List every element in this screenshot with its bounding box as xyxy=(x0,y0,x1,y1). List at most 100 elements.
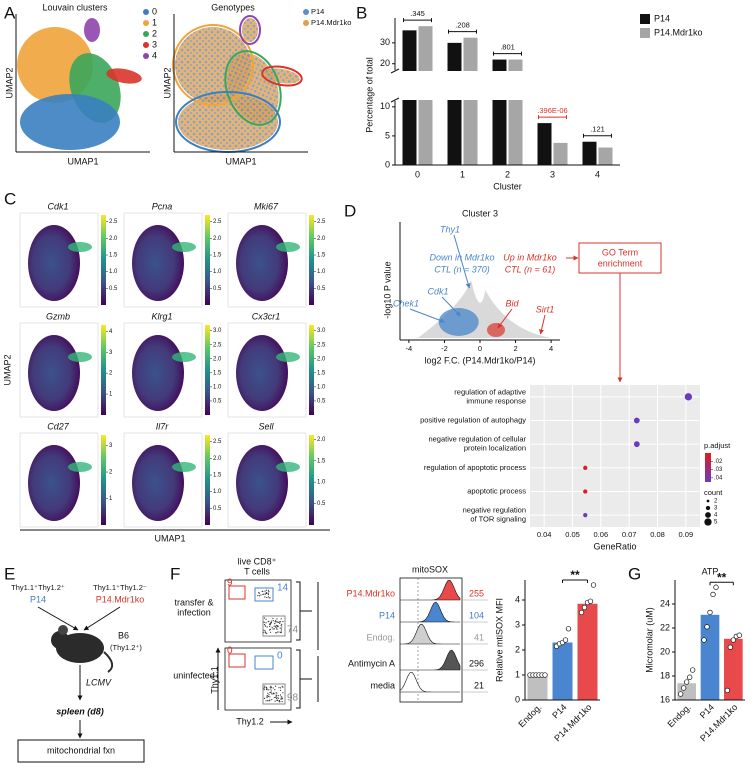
histogram-label: P14 xyxy=(379,610,395,620)
y-axis-label: UMAP2 xyxy=(2,354,12,385)
data-point xyxy=(587,598,594,604)
gene-title: Cx3cr1 xyxy=(252,311,281,321)
significance: ** xyxy=(717,570,727,584)
significance: ** xyxy=(570,568,580,582)
histogram-title: mitoSOX xyxy=(412,564,448,574)
colorbar-tick-label: .02 xyxy=(714,459,723,465)
colorbar-tick-label: 2.5 xyxy=(109,219,118,225)
x-axis-label: Cluster xyxy=(493,181,522,191)
colorbar-tick-label: 0.5 xyxy=(109,286,118,292)
event-dot xyxy=(272,620,274,622)
go-box xyxy=(578,242,662,274)
event-dot xyxy=(267,695,270,697)
colorbar-tick-label: 3 xyxy=(109,350,113,356)
colorbar-tick-label: 1.0 xyxy=(109,269,118,275)
event-dot xyxy=(280,698,282,700)
panel-label: D xyxy=(344,201,356,220)
event-dot xyxy=(282,692,284,694)
assay-label: mitochondrial fxn xyxy=(47,745,115,755)
histogram-label: Antimycin A xyxy=(348,658,395,668)
colorbar xyxy=(101,435,106,525)
event-dot xyxy=(266,626,268,628)
y-tick-label: 20 xyxy=(660,646,670,656)
gene-title: Cdk1 xyxy=(47,201,68,211)
x-tick-label: 3 xyxy=(550,169,555,179)
x-axis-label: UMAP1 xyxy=(154,533,185,543)
p-value: .396E-06 xyxy=(537,106,567,115)
dot xyxy=(583,465,588,470)
event-dot xyxy=(263,629,265,631)
x-axis-label: log2 F.C. (P14.Mdr1ko/P14) xyxy=(424,355,535,365)
x-tick-label: 0 xyxy=(478,344,482,353)
plot-frame xyxy=(19,432,99,528)
event-dot xyxy=(278,621,280,623)
legend-label: P14 xyxy=(311,7,324,16)
x-tick-label: 0.06 xyxy=(594,530,609,539)
event-dot xyxy=(263,697,266,699)
y-tick-label: 10 xyxy=(380,101,390,111)
y-axis-label: Thy1.1 xyxy=(209,666,219,694)
y-tick-label: 30 xyxy=(380,37,390,47)
event-dot xyxy=(274,621,276,623)
dot xyxy=(583,489,588,494)
size-legend-label: 2 xyxy=(714,499,718,505)
legend-label: P14.Mdr1ko xyxy=(311,18,351,27)
event-dot xyxy=(270,621,272,624)
condition-label: transfer & xyxy=(174,597,213,607)
bar xyxy=(700,614,720,700)
colorbar-tick-label: 4 xyxy=(109,329,113,335)
event-dot xyxy=(276,699,278,701)
data-point xyxy=(542,672,548,678)
y-axis-label: Relative mtiSOX MFI xyxy=(494,598,504,682)
legend-label: 0 xyxy=(152,6,157,16)
cell-cloud xyxy=(20,94,120,150)
group-label: Down in Mdr1ko xyxy=(429,252,494,262)
event-dot xyxy=(278,687,280,689)
category-label: protein localization xyxy=(464,444,526,453)
plot-frame xyxy=(19,212,99,308)
cell-cloud xyxy=(276,352,300,362)
colorbar-tick-label: 0.5 xyxy=(317,501,326,507)
event-dot xyxy=(263,593,265,595)
event-dot xyxy=(278,631,280,633)
cell-cloud xyxy=(264,68,300,84)
event-dot xyxy=(270,692,272,694)
y-tick-label: 2 xyxy=(515,644,520,654)
x-tick-label: -4 xyxy=(406,344,413,353)
colorbar-tick-label: 1.0 xyxy=(317,269,326,275)
p-value: .208 xyxy=(455,21,470,30)
size-legend-dot xyxy=(705,512,711,518)
cell-cloud xyxy=(236,445,288,521)
colorbar xyxy=(309,215,314,305)
category-label: regulation of adaptive xyxy=(454,387,526,396)
event-dot xyxy=(267,692,269,694)
y-tick-label: 0 xyxy=(515,694,520,704)
colorbar-tick-label: 2.5 xyxy=(213,342,222,348)
cell-cloud xyxy=(236,335,288,411)
x-tick-label: -2 xyxy=(441,344,448,353)
gate xyxy=(262,683,286,705)
event-dot xyxy=(275,632,277,634)
colorbar xyxy=(205,325,210,415)
data-point xyxy=(701,637,707,643)
legend-label: 3 xyxy=(152,39,157,49)
event-dot xyxy=(264,625,266,627)
colorbar xyxy=(205,435,210,525)
event-dot xyxy=(269,622,271,625)
mfi-value: 41 xyxy=(474,632,484,642)
event-dot xyxy=(276,621,278,623)
gene-pointer xyxy=(409,308,445,323)
panel-label: F xyxy=(170,564,180,583)
data-point xyxy=(736,632,742,638)
cell-cloud xyxy=(178,94,278,150)
colorbar xyxy=(309,435,314,525)
colorbar-tick-label: 2.0 xyxy=(317,356,326,362)
up-cloud xyxy=(487,323,505,337)
histogram xyxy=(400,579,461,601)
legend-swatch xyxy=(640,28,650,38)
x-tick-label: 0 xyxy=(415,169,420,179)
x-tick-label: 0.09 xyxy=(679,530,694,539)
colorbar-tick-label: 0.5 xyxy=(317,399,326,405)
colorbar-tick-label: 0.5 xyxy=(317,286,326,292)
event-dot xyxy=(264,687,266,689)
